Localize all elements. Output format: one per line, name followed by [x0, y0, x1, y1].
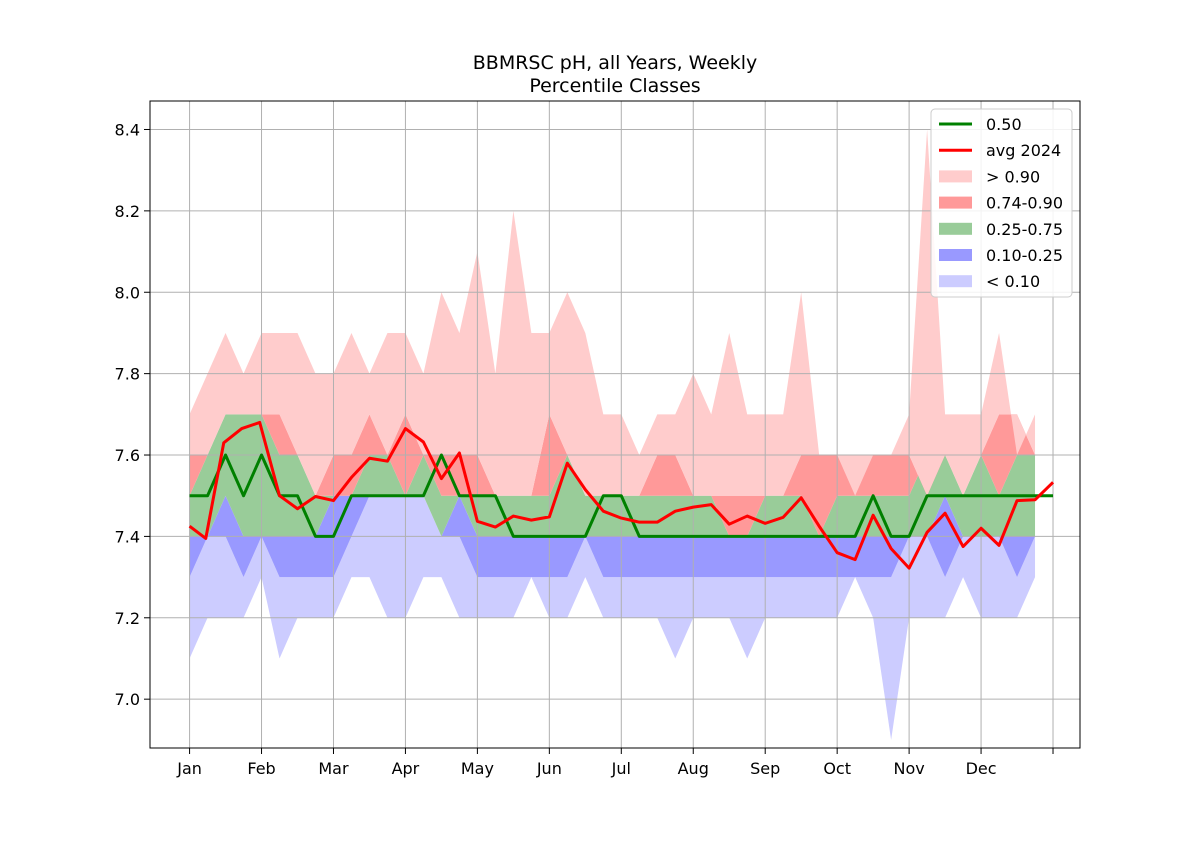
legend-patch-swatch [939, 222, 972, 235]
band-0.74-0.90 [189, 414, 1036, 537]
plot-area [149, 100, 1081, 749]
band-0.25-0.75 [189, 414, 1036, 537]
x-tick-label: Feb [247, 759, 275, 778]
legend-label: 0.25-0.75 [986, 220, 1063, 239]
y-tick-label: 7.8 [115, 365, 140, 384]
y-tick-label: 7.0 [115, 690, 140, 709]
series-line-0.50 [189, 453, 1054, 538]
legend-label: > 0.90 [986, 167, 1040, 186]
legend: 0.50 avg 2024 > 0.90 0.74-0.90 0.25-0.75 0.10… [930, 108, 1073, 298]
x-tick-label: Mar [318, 759, 349, 778]
legend-label: 0.10-0.25 [986, 246, 1063, 265]
y-tick-label: 8.0 [115, 283, 140, 302]
series-line-avg-2024 [188, 420, 1055, 570]
legend-patch-swatch [939, 196, 972, 209]
y-tick-label: 8.2 [115, 202, 140, 221]
x-tick-label: Jan [176, 759, 202, 778]
legend-label: avg 2024 [986, 141, 1061, 160]
x-tick-label: Nov [893, 759, 924, 778]
legend-patch-swatch [939, 275, 972, 288]
x-tick-label: Dec [966, 759, 997, 778]
legend-label: 0.74-0.90 [986, 194, 1063, 213]
chart-title: BBMRSC pH, all Years, Weekly [473, 52, 757, 74]
x-tick-label: Oct [823, 759, 851, 778]
y-tick-label: 7.4 [115, 527, 140, 546]
y-tick-label: 8.4 [115, 120, 140, 139]
chart-subtitle: Percentile Classes [529, 75, 700, 97]
x-tick-label: Apr [392, 759, 420, 778]
legend-label: 0.50 [986, 115, 1022, 134]
plot-frame [149, 100, 1081, 749]
x-tick-label: Sep [750, 759, 780, 778]
x-tick-label: Jul [611, 759, 631, 778]
x-tick-label: Aug [678, 759, 709, 778]
legend-patch-swatch [939, 249, 972, 261]
x-axis: Jan Feb Mar Apr May Jun Jul Aug Sep Oct Nov Dec [176, 748, 1054, 778]
legend-label: < 0.10 [986, 272, 1040, 291]
series-lines [188, 420, 1055, 570]
x-tick-label: Jun [536, 759, 562, 778]
y-tick-label: 7.2 [115, 609, 140, 628]
y-axis: 7.0 7.2 7.4 7.6 7.8 8.0 8.2 8.4 [115, 120, 150, 709]
x-tick-label: May [461, 759, 494, 778]
legend-patch-swatch [939, 170, 972, 183]
band-above-0.90 [189, 129, 1036, 496]
y-tick-label: 7.6 [115, 446, 140, 465]
